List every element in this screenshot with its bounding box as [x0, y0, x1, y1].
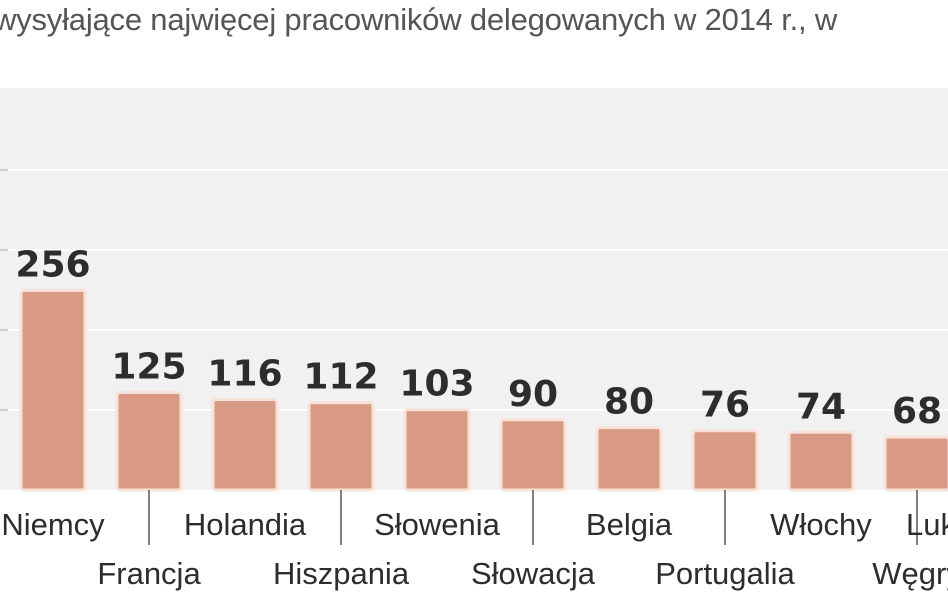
value-label-4: 103 [399, 364, 474, 405]
value-label-1: 125 [111, 347, 186, 388]
value-label-6: 80 [604, 382, 654, 423]
value-label-3: 112 [303, 357, 378, 398]
bar-portugalia [691, 429, 759, 492]
bar-węgry [883, 435, 948, 492]
value-label-8: 74 [796, 386, 846, 427]
value-label-9: 68 [892, 391, 942, 432]
bar-słowenia [403, 408, 471, 492]
value-label-5: 90 [508, 374, 558, 415]
category-label-1: Francja [97, 556, 201, 591]
chart-title: wysyłające najwięcej pracowników delegow… [0, 2, 838, 37]
category-label-9: Węgry [872, 556, 948, 591]
category-label-3: Hiszpania [273, 556, 410, 591]
value-label-2: 116 [207, 354, 282, 395]
category-label-5: Słowacja [471, 556, 596, 591]
value-label-7: 76 [700, 385, 750, 426]
bar-holandia [211, 398, 279, 492]
value-label-0: 256 [15, 244, 90, 285]
bar-belgia [595, 426, 663, 492]
bar-słowacja [499, 418, 567, 492]
bar-włochy [787, 430, 855, 492]
category-label-0: Niemcy [1, 507, 105, 542]
category-label-6: Belgia [586, 507, 673, 542]
bar-hiszpania [307, 401, 375, 492]
category-label-8: Włochy [770, 507, 872, 542]
category-label-extra: Luk [906, 507, 948, 542]
category-label-4: Słowenia [374, 507, 501, 542]
bar-niemcy [19, 288, 87, 492]
category-label-7: Portugalia [655, 556, 795, 591]
category-label-2: Holandia [184, 507, 307, 542]
bar-francja [115, 391, 183, 492]
